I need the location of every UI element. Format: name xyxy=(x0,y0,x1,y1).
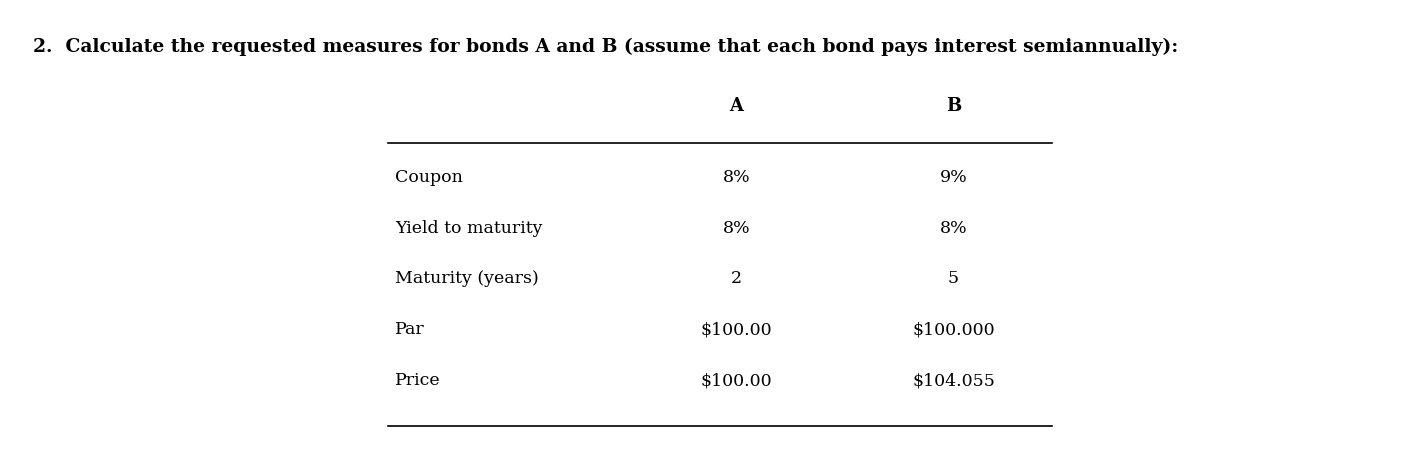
Text: 5: 5 xyxy=(948,270,959,287)
Text: Price: Price xyxy=(395,371,440,388)
Text: 9%: 9% xyxy=(939,168,967,185)
Text: $100.000: $100.000 xyxy=(912,320,995,338)
Text: Maturity (years): Maturity (years) xyxy=(395,270,538,287)
Text: B: B xyxy=(946,97,962,115)
Text: $104.055: $104.055 xyxy=(912,371,995,388)
Text: A: A xyxy=(730,97,744,115)
Text: $100.00: $100.00 xyxy=(700,320,772,338)
Text: Yield to maturity: Yield to maturity xyxy=(395,219,543,236)
Text: 2.  Calculate the requested measures for bonds A and B (assume that each bond pa: 2. Calculate the requested measures for … xyxy=(34,38,1178,56)
Text: Coupon: Coupon xyxy=(395,168,463,185)
Text: $100.00: $100.00 xyxy=(700,371,772,388)
Text: 8%: 8% xyxy=(939,219,967,236)
Text: 8%: 8% xyxy=(723,219,751,236)
Text: 8%: 8% xyxy=(723,168,751,185)
Text: 2: 2 xyxy=(731,270,742,287)
Text: Par: Par xyxy=(395,320,425,338)
